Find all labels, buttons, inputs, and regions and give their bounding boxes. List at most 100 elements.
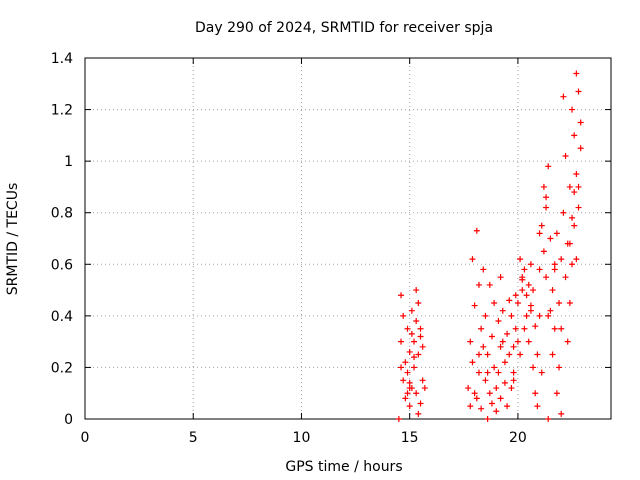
data-point bbox=[532, 390, 539, 397]
data-point bbox=[532, 323, 539, 330]
data-point bbox=[482, 377, 489, 384]
data-point bbox=[404, 325, 411, 332]
data-point bbox=[536, 230, 543, 237]
data-point bbox=[504, 403, 511, 410]
data-point bbox=[543, 204, 550, 211]
data-point bbox=[398, 364, 405, 371]
data-point bbox=[523, 292, 530, 299]
data-point bbox=[475, 281, 482, 288]
data-point bbox=[402, 395, 409, 402]
data-point bbox=[510, 377, 517, 384]
data-point bbox=[517, 256, 524, 263]
data-point bbox=[571, 132, 578, 139]
data-point bbox=[482, 312, 489, 319]
y-tick-label: 1 bbox=[64, 154, 73, 170]
data-point bbox=[577, 119, 584, 126]
data-point bbox=[508, 385, 515, 392]
data-point bbox=[417, 325, 424, 332]
data-point bbox=[400, 377, 407, 384]
data-point bbox=[575, 88, 582, 95]
data-point bbox=[497, 274, 504, 281]
data-point bbox=[484, 369, 491, 376]
data-point bbox=[471, 390, 478, 397]
data-point bbox=[519, 276, 526, 283]
data-point bbox=[536, 312, 543, 319]
data-point bbox=[504, 330, 511, 337]
data-point bbox=[551, 261, 558, 268]
data-point bbox=[484, 416, 491, 422]
data-point bbox=[547, 235, 554, 242]
data-point bbox=[413, 287, 420, 294]
data-point bbox=[556, 299, 563, 306]
chart-title: Day 290 of 2024, SRMTID for receiver spj… bbox=[195, 20, 493, 36]
data-point bbox=[413, 390, 420, 397]
data-point bbox=[411, 354, 418, 361]
data-point bbox=[553, 230, 560, 237]
data-point bbox=[536, 266, 543, 273]
data-point bbox=[469, 359, 476, 366]
data-point bbox=[406, 379, 413, 386]
data-point bbox=[491, 364, 498, 371]
data-point bbox=[551, 325, 558, 332]
y-tick-label: 0.8 bbox=[51, 206, 73, 222]
data-point bbox=[564, 338, 571, 345]
data-point bbox=[404, 390, 411, 397]
data-point bbox=[573, 171, 580, 178]
y-tick-label: 1.2 bbox=[51, 103, 73, 119]
data-point bbox=[521, 266, 528, 273]
data-point bbox=[475, 351, 482, 358]
data-point bbox=[573, 70, 580, 77]
data-point bbox=[508, 312, 515, 319]
data-point bbox=[497, 395, 504, 402]
data-point bbox=[571, 189, 578, 196]
data-point bbox=[525, 338, 532, 345]
data-point bbox=[495, 318, 502, 325]
data-point bbox=[545, 416, 552, 422]
axis-ticks: 0 0.2 0.4 0.6 0.8 1 1.2 1.4 0 5 10 15 20 bbox=[51, 51, 611, 446]
data-point bbox=[538, 369, 545, 376]
x-tick-label: 5 bbox=[189, 430, 198, 446]
data-point bbox=[573, 256, 580, 263]
grid-lines bbox=[85, 58, 611, 419]
data-point bbox=[421, 385, 428, 392]
data-point bbox=[545, 163, 552, 170]
data-point bbox=[514, 299, 521, 306]
data-point bbox=[517, 351, 524, 358]
data-point bbox=[527, 307, 534, 314]
data-point bbox=[566, 183, 573, 190]
data-point bbox=[506, 351, 513, 358]
data-point bbox=[495, 369, 502, 376]
data-point bbox=[415, 299, 422, 306]
data-point bbox=[514, 338, 521, 345]
data-point bbox=[512, 325, 519, 332]
data-point bbox=[543, 274, 550, 281]
data-point bbox=[558, 256, 565, 263]
data-point bbox=[575, 204, 582, 211]
data-point bbox=[553, 390, 560, 397]
data-point bbox=[549, 287, 556, 294]
data-point bbox=[493, 408, 500, 415]
data-point bbox=[499, 338, 506, 345]
data-point bbox=[566, 299, 573, 306]
data-point bbox=[571, 222, 578, 229]
data-point bbox=[493, 385, 500, 392]
data-points bbox=[395, 70, 584, 422]
data-point bbox=[408, 330, 415, 337]
data-point bbox=[521, 325, 528, 332]
data-point bbox=[475, 369, 482, 376]
x-tick-label: 20 bbox=[509, 430, 527, 446]
data-point bbox=[575, 183, 582, 190]
data-point bbox=[540, 183, 547, 190]
data-point bbox=[398, 338, 405, 345]
data-point bbox=[569, 214, 576, 221]
data-point bbox=[506, 297, 513, 304]
data-point bbox=[530, 287, 537, 294]
data-point bbox=[473, 227, 480, 234]
data-point bbox=[473, 395, 480, 402]
x-tick-label: 0 bbox=[81, 430, 90, 446]
data-point bbox=[417, 400, 424, 407]
data-point bbox=[566, 240, 573, 247]
data-point bbox=[467, 403, 474, 410]
data-point bbox=[404, 369, 411, 376]
